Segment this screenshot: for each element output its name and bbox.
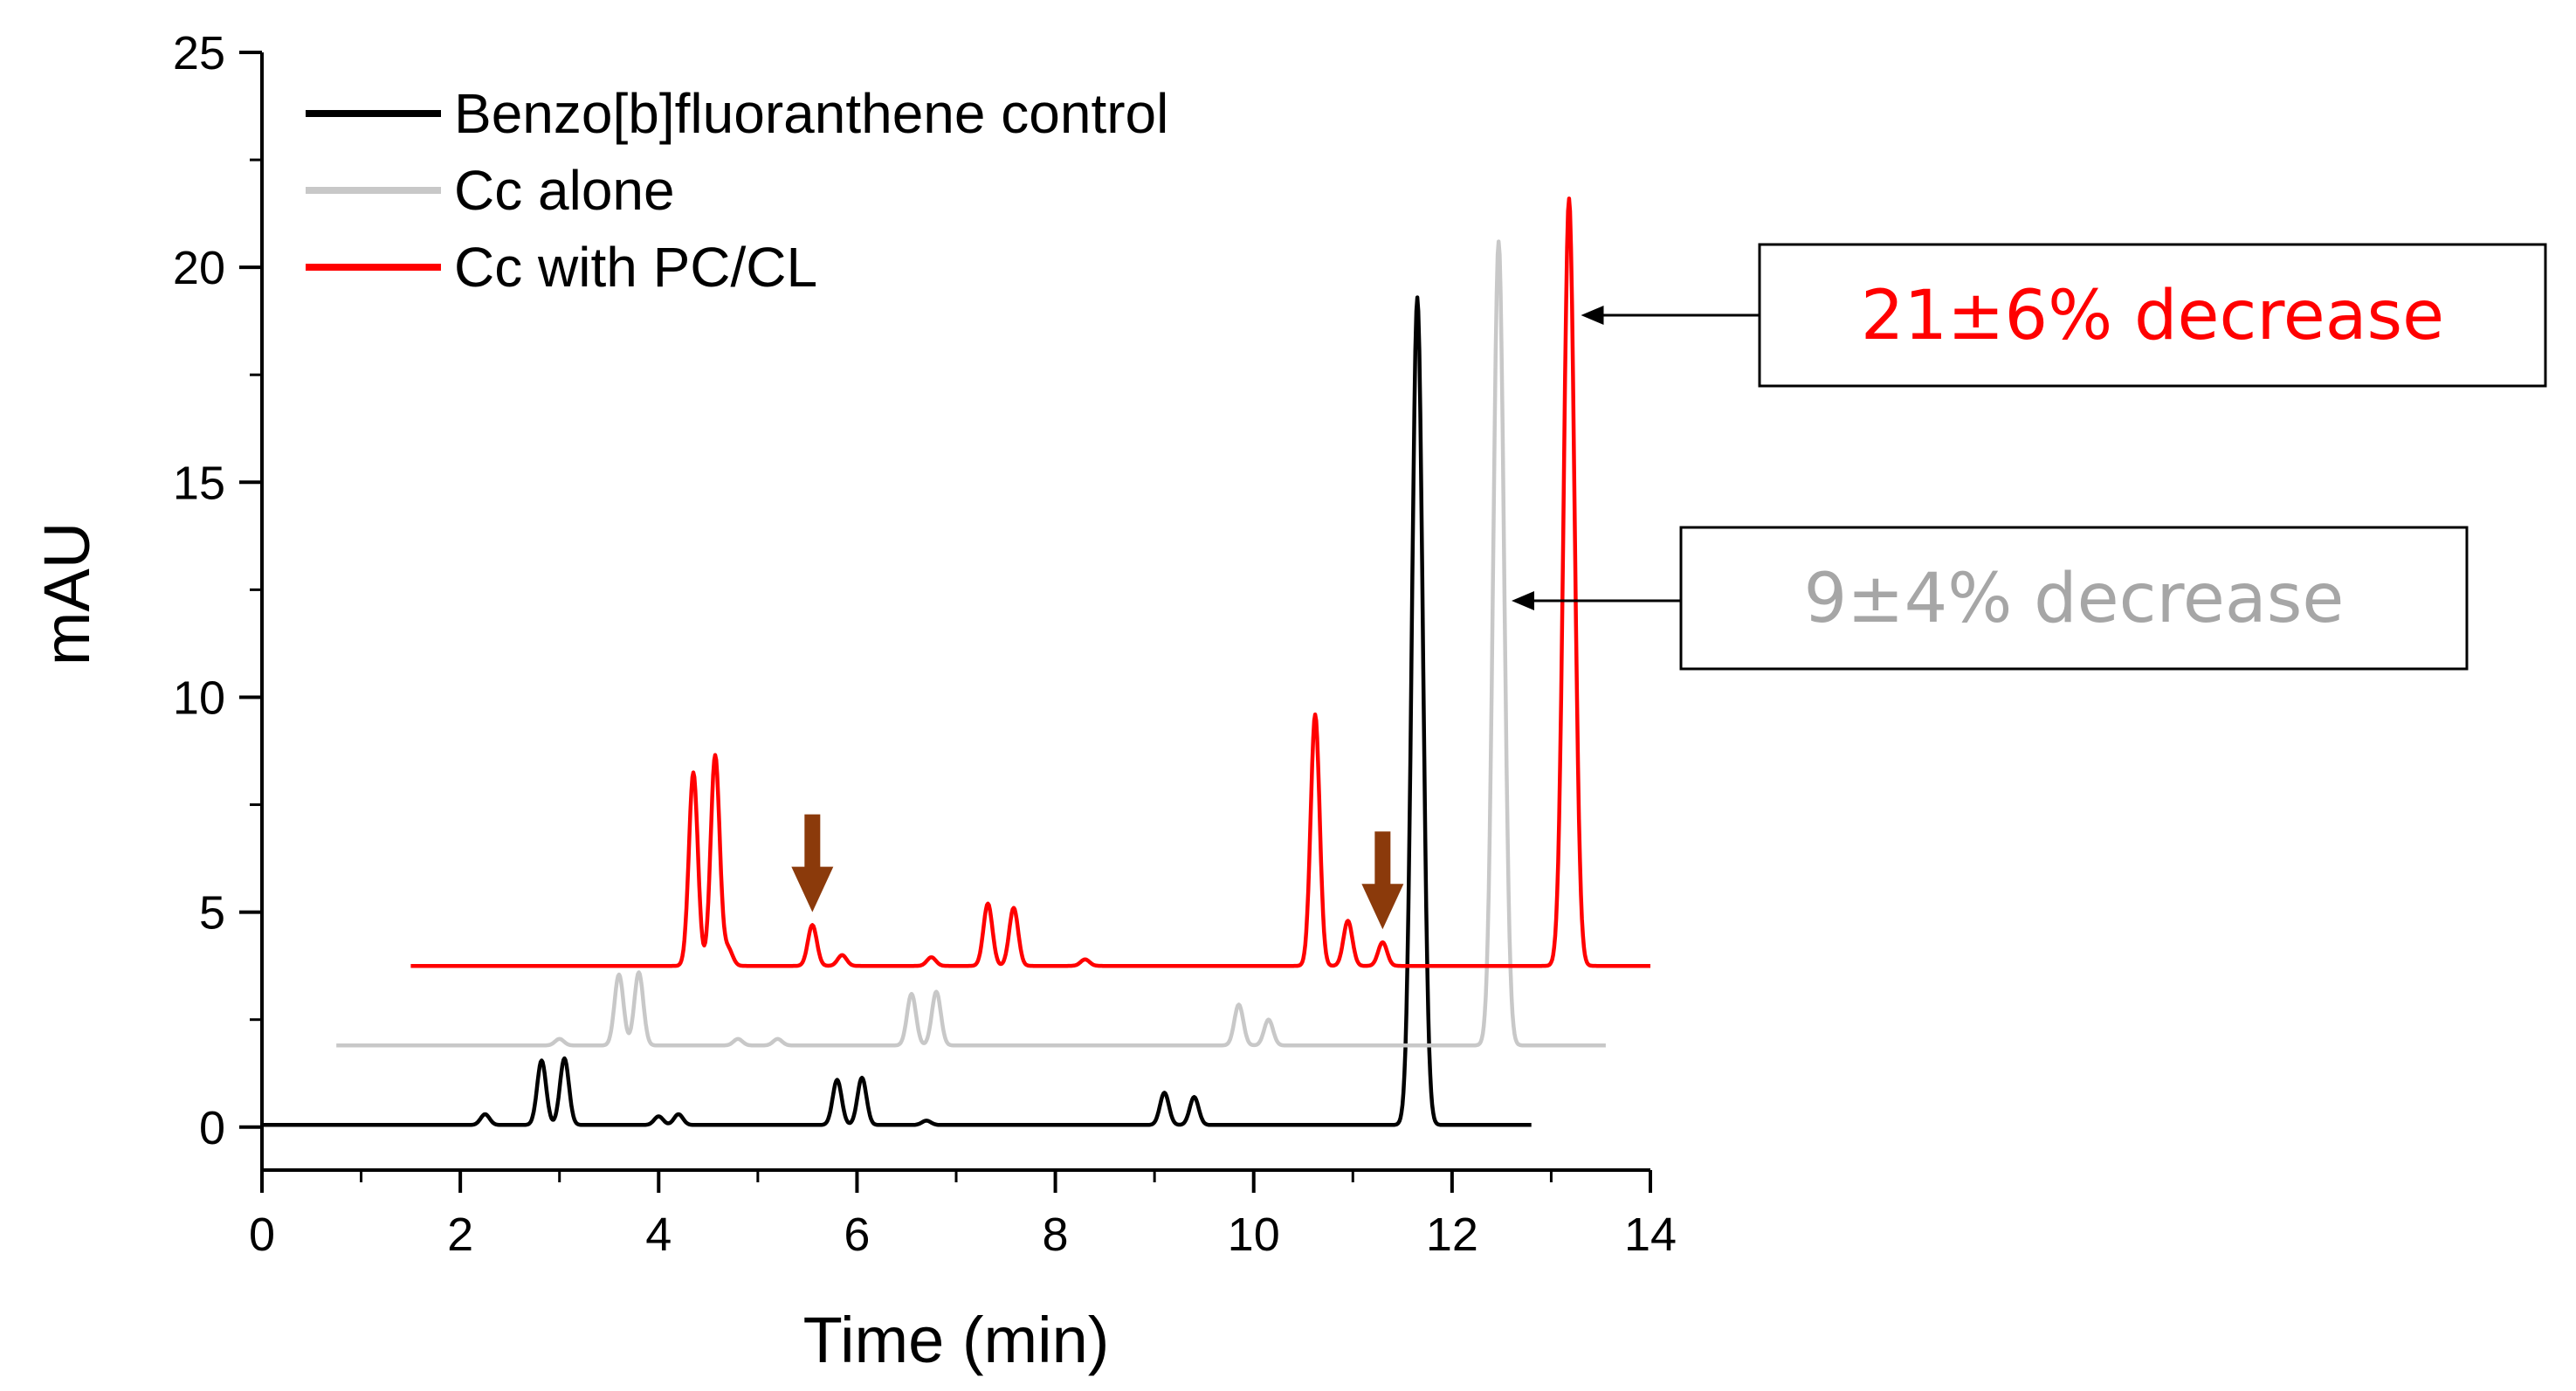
x-tick-label: 4	[645, 1209, 672, 1261]
legend-label-control: Benzo[b]fluoranthene control	[454, 82, 1168, 145]
legend: Benzo[b]fluoranthene control Cc alone Cc…	[306, 82, 1168, 299]
y-tick-label: 20	[173, 242, 225, 294]
annotation-red-box	[1758, 243, 2547, 388]
series-line-0	[260, 295, 1533, 1127]
x-tick-label: 0	[249, 1209, 275, 1261]
annotation-red-text: 21±6% decrease	[1861, 277, 2444, 355]
legend-label-cc-pccl: Cc with PC/CL	[454, 236, 817, 299]
arrow-markers	[791, 814, 1404, 930]
y-tick-label: 25	[173, 27, 225, 79]
annotation-red: 21±6% decrease	[1581, 243, 2547, 388]
down-arrow-marker	[1361, 831, 1404, 930]
x-tick-label: 14	[1624, 1209, 1677, 1261]
x-tick-label: 2	[447, 1209, 473, 1261]
y-tick-label: 15	[173, 457, 225, 509]
annotation-arrowhead	[1512, 591, 1534, 610]
x-axis-label: Time (min)	[803, 1304, 1110, 1376]
x-tick-label: 10	[1228, 1209, 1280, 1261]
annotation-arrowhead	[1581, 306, 1604, 325]
series-line-1	[335, 239, 1608, 1048]
y-axis-ticks: 0 5 10 15 20 25	[173, 27, 262, 1154]
annotation-grey-box	[1679, 526, 2469, 671]
x-tick-label: 12	[1426, 1209, 1478, 1261]
series-layer	[260, 196, 1652, 1127]
x-axis-ticks: 0 2 4 6 8 10 12 14	[249, 1170, 1677, 1261]
legend-label-cc-alone: Cc alone	[454, 159, 675, 222]
y-tick-label: 0	[199, 1102, 225, 1154]
x-tick-label: 8	[1043, 1209, 1069, 1261]
down-arrow-marker	[791, 814, 834, 912]
y-tick-label: 10	[173, 671, 225, 724]
series-line-2	[410, 196, 1652, 968]
annotation-grey-text: 9±4% decrease	[1804, 560, 2345, 638]
x-tick-label: 6	[844, 1209, 870, 1261]
y-axis-label: mAU	[31, 522, 103, 665]
y-tick-label: 5	[199, 887, 225, 940]
annotation-grey: 9±4% decrease	[1512, 526, 2469, 671]
